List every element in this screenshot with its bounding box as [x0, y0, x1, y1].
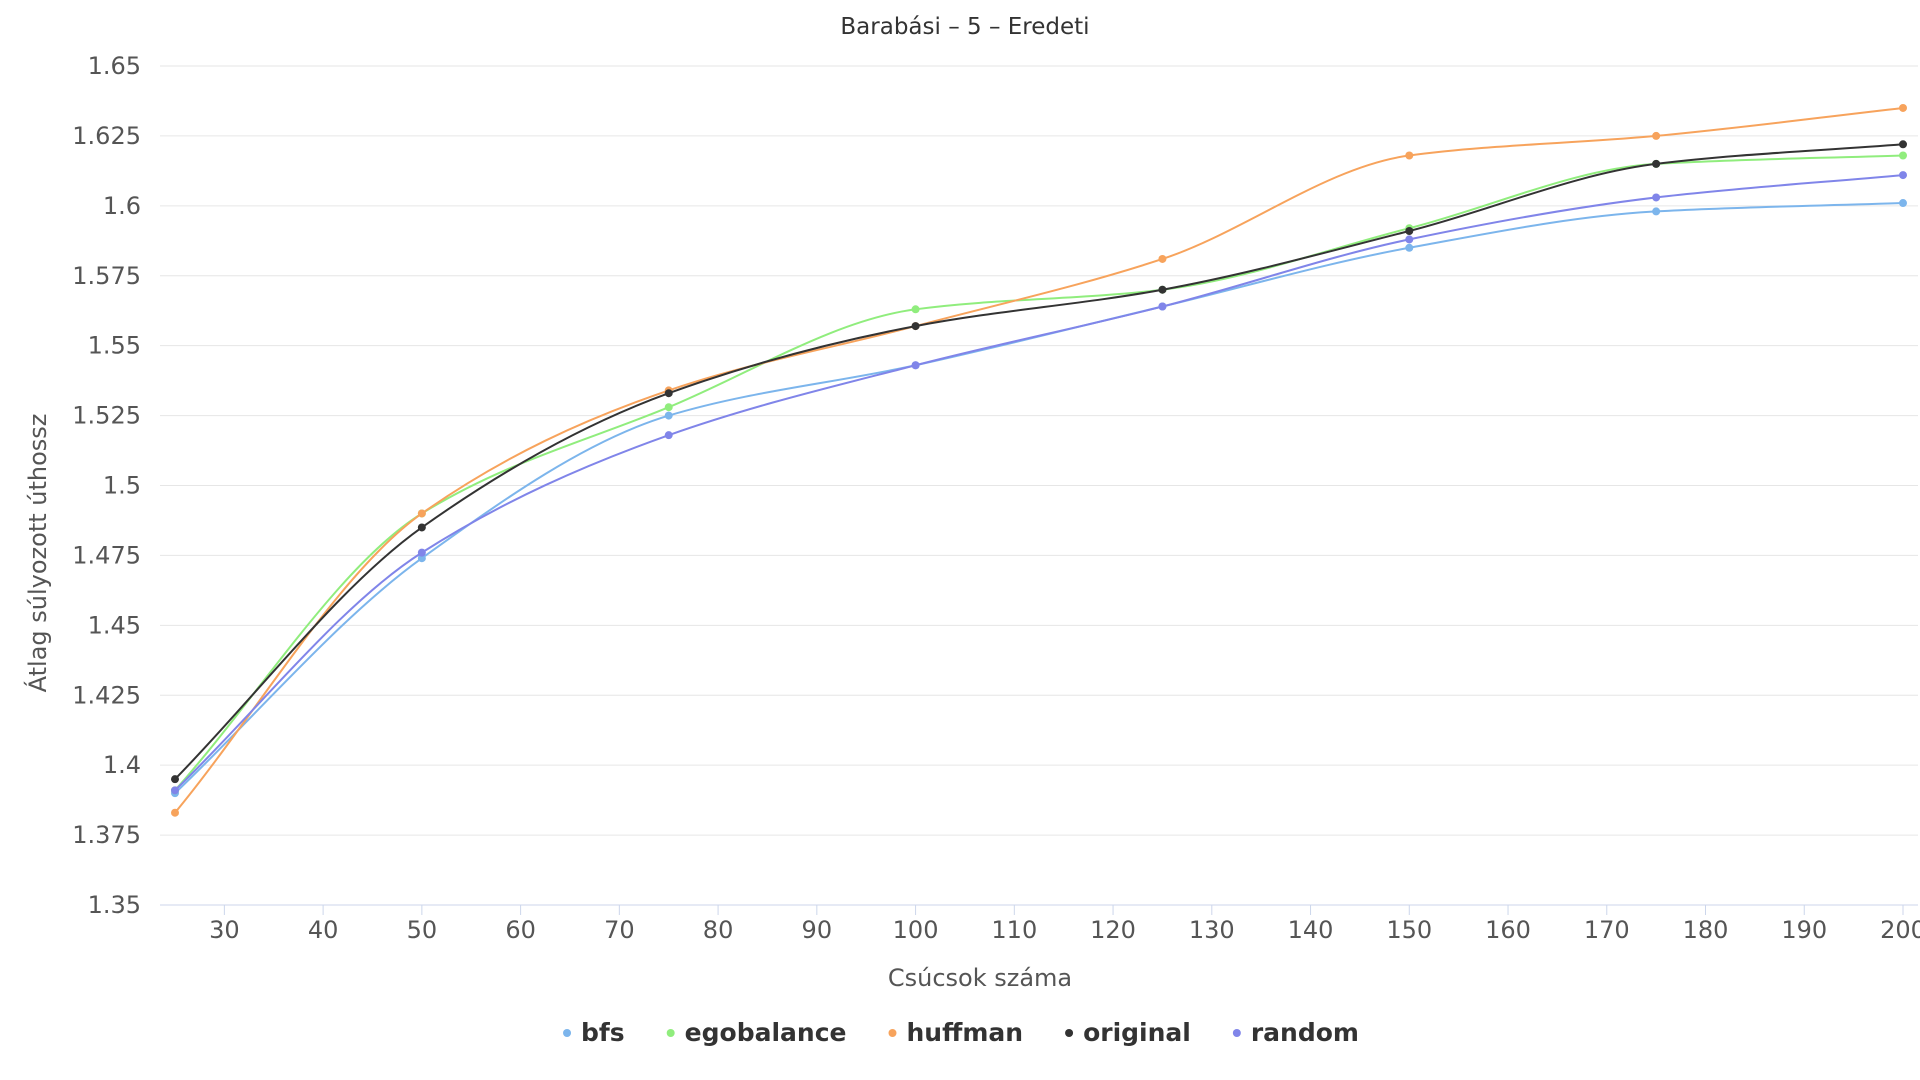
series-line-bfs [174, 202, 1904, 794]
y-tick-label: 1.55 [88, 332, 141, 360]
data-point-original[interactable] [1405, 227, 1414, 236]
x-tick-label: 100 [893, 916, 939, 944]
data-point-egobalance[interactable] [911, 305, 920, 314]
y-tick-label: 1.425 [72, 681, 141, 709]
axes: 1.35 1.375 1.4 1.425 1.45 1.475 1.5 1.525 1.55 1.… [72, 52, 1920, 944]
y-tick-label: 1.6 [103, 192, 141, 220]
legend-item-random[interactable]: random [1232, 1018, 1359, 1047]
legend-label-egobalance: egobalance [685, 1018, 847, 1047]
data-point-original[interactable] [1158, 285, 1167, 294]
legend-marker-original [1065, 1029, 1074, 1037]
y-tick-label: 1.375 [72, 821, 141, 849]
data-point-random[interactable] [1652, 193, 1661, 202]
data-point-bfs[interactable] [1652, 207, 1661, 216]
data-point-original[interactable] [171, 775, 179, 784]
legend: bfs egobalance huffman original random [563, 1018, 1359, 1047]
legend-item-huffman[interactable]: huffman [888, 1018, 1023, 1047]
x-tick-label: 150 [1386, 916, 1432, 944]
data-point-random[interactable] [1899, 171, 1907, 180]
y-tick-label: 1.575 [72, 262, 141, 290]
data-point-huffman[interactable] [1158, 254, 1167, 263]
legend-label-huffman: huffman [906, 1018, 1023, 1047]
data-point-huffman[interactable] [1899, 103, 1907, 112]
chart-title: Barabási – 5 – Eredeti [840, 14, 1089, 40]
x-tick-label: 30 [209, 916, 240, 944]
data-point-original[interactable] [1899, 140, 1907, 149]
data-point-random[interactable] [664, 431, 673, 440]
x-tick-label: 200 [1880, 916, 1920, 944]
x-tick-label: 170 [1584, 916, 1630, 944]
x-tick-label: 40 [308, 916, 339, 944]
legend-item-original[interactable]: original [1065, 1018, 1191, 1047]
y-tick-label: 1.4 [103, 751, 141, 779]
x-tick-label: 80 [703, 916, 734, 944]
data-point-bfs[interactable] [417, 554, 426, 563]
x-tick-label: 90 [802, 916, 833, 944]
x-tick-label: 120 [1090, 916, 1136, 944]
series-bfs [171, 199, 1907, 798]
data-point-original[interactable] [664, 389, 673, 398]
x-tick-label: 50 [407, 916, 438, 944]
y-tick-label: 1.5 [103, 472, 141, 500]
series-line-huffman [174, 106, 1904, 814]
x-axis-title: Csúcsok száma [888, 964, 1072, 992]
data-point-random[interactable] [911, 361, 920, 370]
y-tick-label: 1.35 [88, 891, 141, 919]
series-lines [171, 103, 1907, 817]
series-line-random [174, 174, 1904, 792]
data-point-egobalance[interactable] [1899, 151, 1907, 160]
series-egobalance [171, 151, 1907, 795]
legend-item-egobalance[interactable]: egobalance [666, 1018, 847, 1047]
data-point-huffman[interactable] [171, 808, 179, 817]
series-huffman [171, 103, 1907, 817]
x-tick-label: 190 [1781, 916, 1827, 944]
series-random [171, 171, 1907, 795]
legend-label-original: original [1083, 1018, 1191, 1047]
series-original [171, 140, 1907, 784]
legend-label-random: random [1251, 1018, 1359, 1047]
y-tick-label: 1.45 [88, 611, 141, 639]
legend-marker-bfs [563, 1029, 572, 1037]
series-line-original [174, 143, 1904, 780]
legend-marker-egobalance [666, 1029, 675, 1037]
data-point-random[interactable] [171, 786, 179, 795]
x-tick-label: 160 [1485, 916, 1531, 944]
legend-item-bfs[interactable]: bfs [563, 1018, 625, 1047]
legend-marker-random [1232, 1029, 1241, 1037]
x-tick-label: 60 [505, 916, 536, 944]
data-point-random[interactable] [1405, 235, 1414, 244]
data-point-bfs[interactable] [1405, 243, 1414, 252]
x-tick-label: 180 [1683, 916, 1729, 944]
data-point-random[interactable] [1158, 302, 1167, 311]
data-point-huffman[interactable] [1405, 151, 1414, 160]
data-point-original[interactable] [911, 322, 920, 331]
data-point-original[interactable] [1652, 159, 1661, 168]
data-point-random[interactable] [417, 548, 426, 557]
legend-label-bfs: bfs [581, 1018, 625, 1047]
data-point-bfs[interactable] [1899, 199, 1907, 208]
legend-marker-huffman [888, 1029, 897, 1037]
y-tick-label: 1.475 [72, 541, 141, 569]
x-tick-label: 110 [991, 916, 1037, 944]
y-axis-title: Átlag súlyozott úthossz [23, 414, 52, 693]
x-tick-label: 140 [1288, 916, 1334, 944]
grid-lines [160, 65, 1918, 836]
data-point-original[interactable] [417, 523, 426, 532]
data-point-huffman[interactable] [1652, 131, 1661, 140]
y-tick-label: 1.65 [88, 52, 141, 80]
data-point-bfs[interactable] [664, 411, 673, 420]
data-point-huffman[interactable] [417, 509, 426, 518]
y-tick-label: 1.625 [72, 122, 141, 150]
x-tick-label: 130 [1189, 916, 1235, 944]
y-tick-label: 1.525 [72, 402, 141, 430]
data-point-egobalance[interactable] [664, 403, 673, 412]
x-tick-label: 70 [604, 916, 635, 944]
